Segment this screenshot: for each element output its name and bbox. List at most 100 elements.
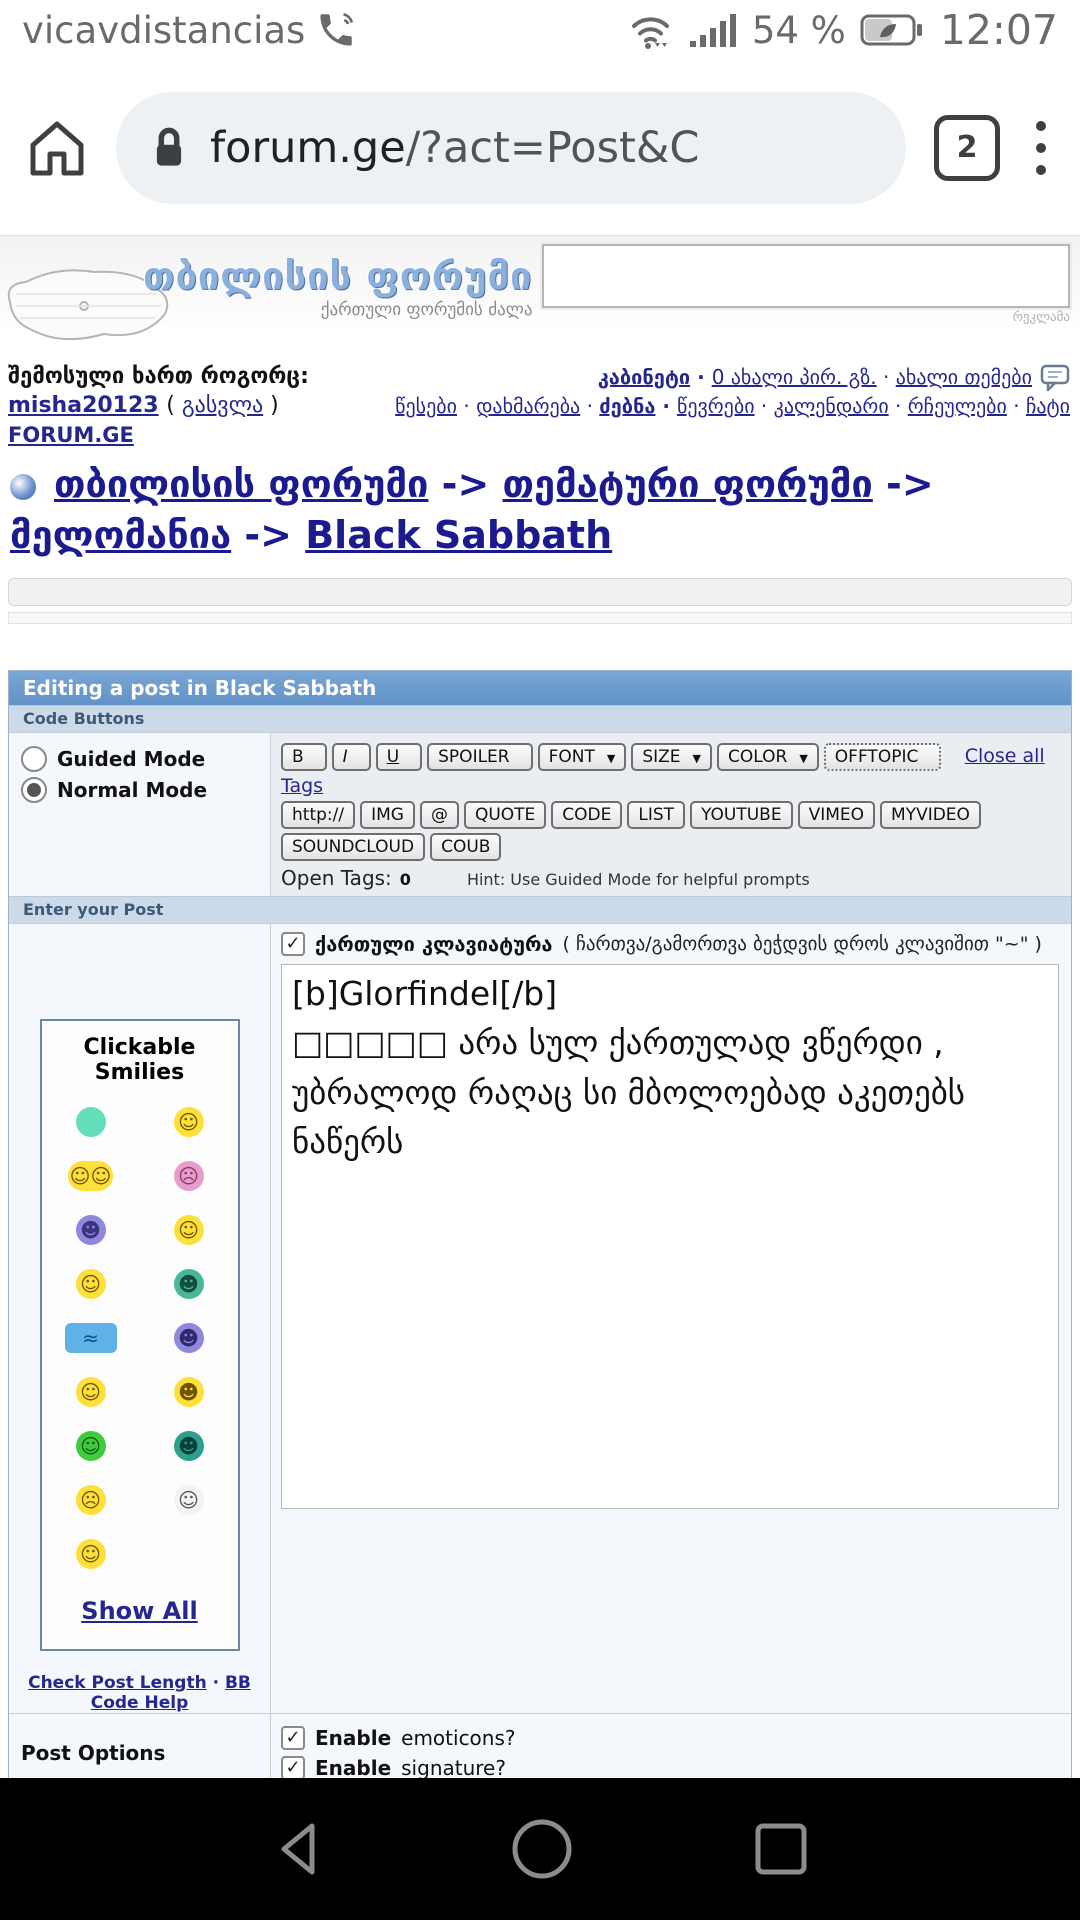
recents-icon[interactable] [752,1820,810,1878]
checkbox[interactable] [281,1755,305,1779]
smiley[interactable]: ☻ [173,1268,204,1299]
nav-link[interactable]: კალენდარი [774,394,908,418]
smiley[interactable]: ☻ [173,1430,204,1461]
post-option[interactable]: Enable emoticons? [281,1725,1061,1750]
bbcode-button[interactable]: LIST [627,800,686,829]
breadcrumb-link[interactable]: მელომანია [10,513,305,557]
nav-link[interactable]: ახალი თემები [895,365,1032,389]
bbcode-button[interactable]: FONT ▼ [537,742,627,771]
smiley[interactable]: ☺ [75,1376,106,1407]
status-bar: vicavdistancias 54 % [0,0,1080,60]
signal-icon [689,14,736,47]
home-circle-icon[interactable] [510,1817,574,1881]
georgian-keyboard-toggle[interactable]: ქართული კლავიატურა ( ჩართვა/გამორთვა ბეჭ… [281,931,1059,956]
radio-button[interactable] [21,776,47,803]
smiley[interactable]: ☺ [173,1214,204,1245]
divider-strip [8,611,1072,624]
smiley[interactable]: ☺ [75,1268,106,1299]
nav-link[interactable]: 0 ახალი პირ. გზ. [712,365,896,389]
nav-link[interactable]: დახმარება [476,394,599,418]
bbcode-toolbar: B I U SPOILER FONT ▼ SIZE ▼ COLOR ▼ OFFTOPIC Close… [271,732,1071,896]
logout-link[interactable]: გასვლა [181,392,264,418]
bbcode-button[interactable]: @ [419,800,459,829]
pagination-strip [8,577,1072,606]
home-icon[interactable] [26,117,88,179]
nav-link[interactable]: რჩეულები [908,394,1026,418]
mode-cell: Guided Mode Normal Mode [9,732,271,896]
smiley[interactable]: ☹ [173,1160,204,1191]
bbcode-button[interactable]: SIZE ▼ [631,742,713,771]
open-tags-label: Open Tags: [281,865,392,890]
bbcode-button[interactable]: YOUTUBE [690,800,793,829]
bbcode-button[interactable]: http:// [281,800,356,829]
helper-link[interactable]: Check Post Length [28,1673,225,1693]
smilies-title: Clickable Smilies [83,1034,196,1085]
bbcode-button[interactable]: QUOTE [463,800,547,829]
site-logo[interactable]: თბილისის ფორუმი ქართული ფორუმის ძალა [2,244,532,359]
bbcode-button[interactable]: U [375,742,423,771]
nav-link[interactable]: წესები [395,394,476,418]
smiley[interactable]: ☻ [173,1376,204,1407]
android-nav-bar [0,1778,1080,1920]
url-bar[interactable]: forum.ge/?act=Post&C [116,91,906,204]
bbcode-button[interactable]: IMG [360,800,415,829]
forumge-home-link[interactable]: FORUM.GE [8,423,134,448]
bbcode-button[interactable]: OFFTOPIC [823,742,942,771]
battery-percent: 54 % [751,8,846,52]
wifi-icon [631,17,669,49]
open-tags-count: 0 [399,869,411,889]
breadcrumb-link[interactable]: Black Sabbath [305,513,613,558]
checkbox[interactable] [281,1725,305,1750]
menu-button[interactable] [1028,113,1054,183]
checkbox[interactable] [281,931,305,956]
bbcode-button[interactable]: COLOR ▼ [717,742,819,771]
post-option[interactable]: Enable signature? [281,1755,1061,1779]
nav-link[interactable]: ჩატი [1025,394,1070,418]
show-all-link[interactable]: Show All [81,1596,198,1625]
back-icon[interactable] [270,1818,332,1880]
smiley[interactable]: ☺ [173,1484,204,1515]
username-link[interactable]: misha20123 [8,392,159,418]
smiley[interactable]: ☺☺ [67,1160,114,1191]
post-textarea[interactable]: [b]Glorfindel[/b] □□□□□ არა სულ ქართულად… [281,963,1059,1509]
chat-bubble-icon[interactable] [1040,364,1070,392]
nav-link[interactable]: კაბინეტი [598,365,712,389]
battery-leaf-icon [860,14,922,46]
smiley[interactable]: ☻ [75,1214,106,1245]
nav-link[interactable]: ძებნა [599,394,677,418]
bbcode-button[interactable]: MYVIDEO [880,800,981,829]
lock-icon [156,127,182,166]
bbcode-button[interactable]: SOUNDCLOUD [281,832,426,861]
helper-link[interactable]: BB Code Help [90,1672,251,1713]
smiley[interactable]: ☻ [173,1322,204,1353]
bbcode-button[interactable]: I [331,742,371,771]
nav-link[interactable]: წევრები [677,394,774,418]
georgia-map-icon [7,269,169,341]
site-logo-subtitle: ქართული ფორუმის ძალა [320,300,533,320]
radio-button[interactable] [21,745,47,772]
smiley[interactable]: ☺ [173,1106,204,1137]
form-title: Editing a post in Black Sabbath [9,670,1071,705]
mode-option[interactable]: Guided Mode [21,745,258,772]
breadcrumb-link[interactable]: თბილისის ფორუმი [54,462,503,506]
breadcrumb-link[interactable]: თემატური ფორუმი [503,462,947,506]
smiley[interactable]: ☺ [75,1430,106,1461]
ad-label: რეკლამა [1012,310,1070,325]
smiley[interactable]: ≈ [64,1322,117,1353]
bullet-icon [10,473,36,500]
mode-option[interactable]: Normal Mode [21,776,258,803]
smiley[interactable]: ☺ [75,1538,106,1569]
smiley[interactable]: ☹ [75,1484,106,1515]
bbcode-button[interactable]: VIMEO [797,800,876,829]
browser-toolbar: forum.ge/?act=Post&C 2 [0,60,1080,235]
bbcode-button[interactable]: SPOILER [427,742,533,771]
bbcode-button[interactable]: COUB [430,832,502,861]
post-options-cell: Enable emoticons? Enable signature? [271,1714,1071,1779]
bbcode-button[interactable]: B [281,742,327,771]
smiley[interactable] [75,1106,106,1137]
close-all-tags-link[interactable]: Close all Tags [281,744,1045,797]
hint-text: Hint: Use Guided Mode for helpful prompt… [466,869,810,889]
tabs-button[interactable]: 2 [934,114,1000,181]
url-text: forum.ge/?act=Post&C [210,122,700,173]
bbcode-button[interactable]: CODE [551,800,623,829]
